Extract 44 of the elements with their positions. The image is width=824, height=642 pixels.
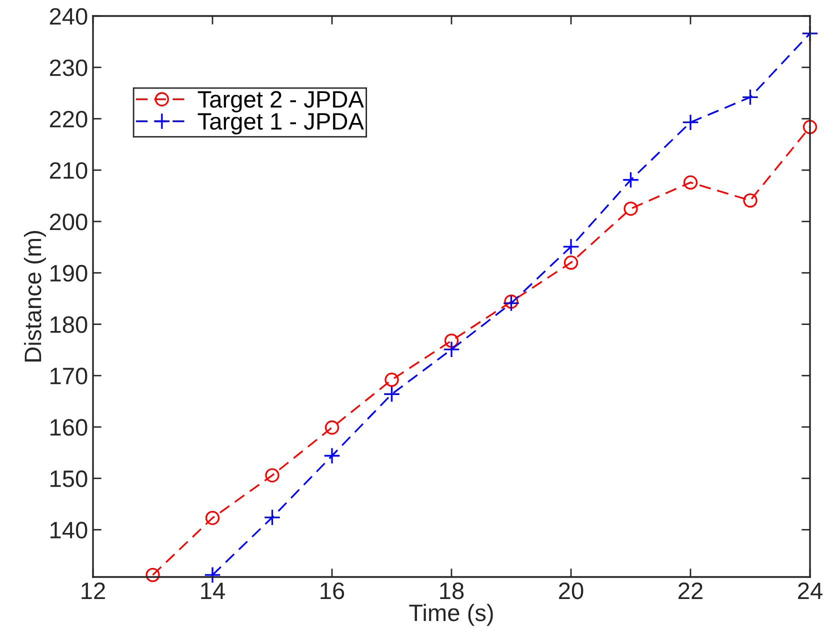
y-tick-label: 230	[50, 59, 88, 76]
point	[622, 171, 640, 188]
y-tick-label: 150	[50, 470, 88, 488]
point	[802, 120, 818, 134]
point	[444, 334, 459, 348]
x-tick-label: 12	[82, 582, 105, 599]
point	[562, 238, 580, 256]
y-tick-label: 220	[50, 110, 88, 128]
point	[384, 372, 399, 387]
x-tick-label: 18	[440, 582, 464, 600]
x-tick-label: 16	[320, 582, 344, 600]
point	[204, 566, 221, 584]
y-tick-label: 200	[50, 214, 88, 230]
x-tick-label: 14	[201, 582, 225, 599]
point	[502, 294, 520, 312]
point	[324, 420, 340, 435]
y-tick-label: 180	[50, 316, 88, 334]
x-tick-label: 20	[559, 582, 584, 600]
x-tick-label: 22	[678, 582, 702, 599]
point	[682, 114, 699, 131]
point	[564, 256, 578, 270]
x-axis-title: Time (s)	[409, 604, 493, 626]
y-tick-label: 240	[50, 8, 88, 25]
y-tick-label: 190	[50, 264, 88, 282]
point	[624, 202, 638, 216]
point	[264, 508, 281, 526]
point	[504, 294, 518, 309]
legend-label: Target 1 - JPDA	[198, 113, 364, 134]
y-tick-label: 170	[50, 368, 88, 384]
point	[383, 386, 400, 403]
x-tick-label: 24	[798, 582, 822, 599]
y-axis-title: Distance (m)	[24, 231, 46, 362]
y-tick-label: 160	[50, 419, 88, 436]
point	[743, 193, 758, 208]
point	[205, 510, 220, 526]
point	[443, 340, 460, 358]
point	[146, 568, 160, 582]
y-tick-label: 210	[50, 162, 88, 179]
point	[324, 447, 340, 464]
point	[265, 468, 280, 482]
legend-label: Target 2 - JPDA	[198, 91, 364, 112]
point	[683, 175, 698, 190]
point	[742, 88, 759, 106]
y-tick-label: 140	[50, 522, 88, 539]
